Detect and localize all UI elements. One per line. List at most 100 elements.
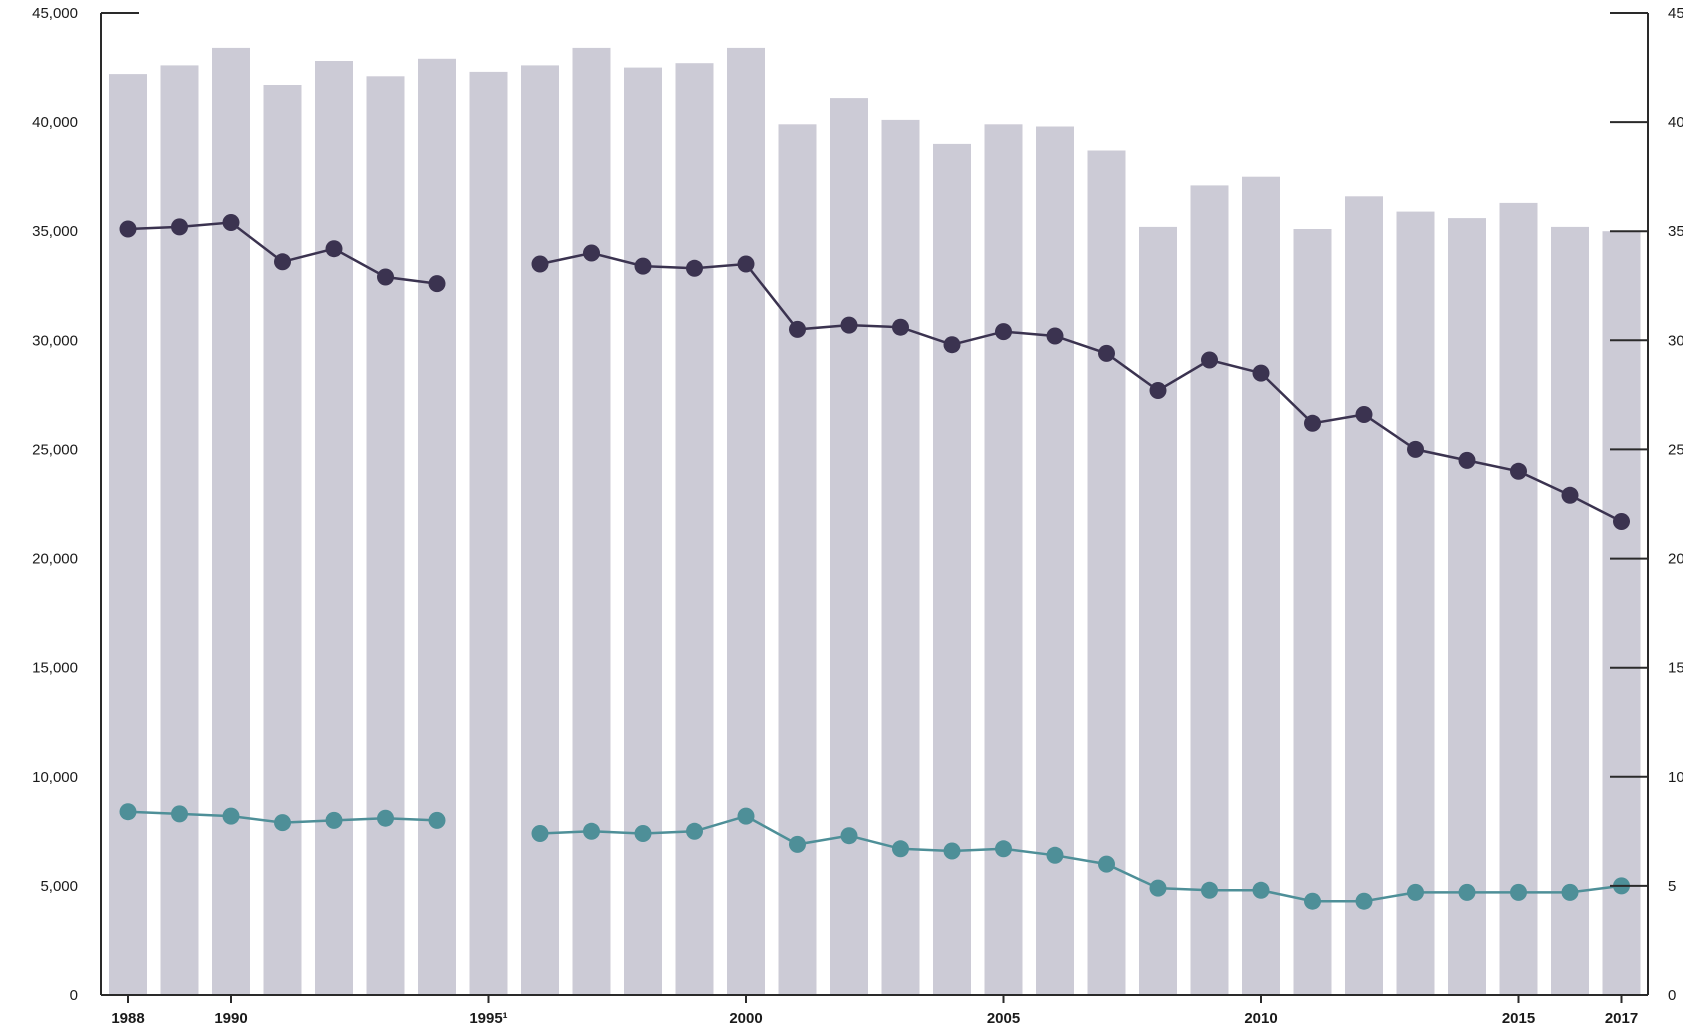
point-1-1989: [171, 218, 188, 236]
bar-2004: [933, 143, 971, 995]
left-tick-label: 5,000: [40, 878, 78, 895]
left-tick-label: 30,000: [32, 332, 78, 349]
x-tick-label: 2017: [1605, 1010, 1638, 1027]
bar-2010: [1242, 176, 1280, 995]
point-1-1990: [222, 214, 240, 231]
point-1-2004: [943, 336, 961, 354]
point-1-1999: [686, 259, 703, 277]
x-tick-label: 2010: [1244, 1010, 1277, 1027]
bar-2009: [1190, 185, 1229, 995]
point-1-2002: [840, 316, 858, 334]
point-1-2000: [737, 255, 755, 273]
left-tick-label: 20,000: [32, 551, 78, 568]
line-series-1: [119, 214, 1630, 530]
point-2-1990: [222, 807, 240, 825]
x-tick-label: 2015: [1502, 1010, 1535, 1027]
bar-2016: [1551, 226, 1589, 995]
point-1-2006: [1046, 327, 1064, 345]
point-1-1994: [428, 275, 446, 293]
bar-1990: [212, 47, 250, 995]
bars-layer: [109, 47, 1641, 996]
left-tick-label: 0: [70, 987, 78, 1004]
point-2-1999: [686, 822, 703, 840]
bar-1988: [109, 74, 147, 996]
point-2-2013: [1407, 883, 1424, 901]
right-tick-label: 40: [1668, 114, 1683, 131]
line-segment-1-2: [539, 251, 1623, 523]
point-2-1991: [274, 814, 291, 832]
point-2-2001: [789, 835, 806, 853]
bar-2002: [830, 98, 868, 996]
bar-1993: [366, 76, 405, 996]
lines-layer: [119, 214, 1630, 910]
point-2-2015: [1510, 883, 1527, 901]
point-2-2005: [995, 840, 1012, 858]
point-2-2011: [1304, 892, 1321, 910]
point-1-1988: [119, 220, 137, 238]
x-tick-label: 2000: [729, 1010, 762, 1027]
left-tick-label: 45,000: [32, 5, 78, 22]
bar-1989: [160, 65, 199, 995]
right-tick-label: 5: [1668, 878, 1676, 895]
x-tick-label: 1990: [214, 1010, 247, 1027]
point-2-1988: [119, 803, 137, 821]
bar-2000: [727, 47, 765, 995]
bar-2003: [881, 119, 920, 995]
bar-2017: [1602, 231, 1641, 995]
line-segment-2-2: [539, 814, 1622, 903]
point-1-2015: [1510, 462, 1527, 480]
point-2-2014: [1458, 883, 1476, 901]
bar-2001: [778, 124, 817, 996]
bar-1995: [469, 71, 508, 995]
point-1-1997: [583, 244, 600, 262]
left-tick-label: 10,000: [32, 769, 78, 786]
point-2-1998: [634, 825, 652, 842]
right-tick-label: 0: [1668, 987, 1676, 1004]
point-2-1989: [171, 805, 188, 823]
point-2-2016: [1561, 883, 1579, 901]
point-1-2009: [1201, 351, 1218, 369]
point-1-1996: [531, 255, 549, 273]
bar-1999: [675, 63, 714, 995]
bar-2008: [1139, 226, 1177, 995]
point-1-2014: [1458, 451, 1476, 469]
point-2-2006: [1046, 846, 1064, 864]
point-1-1992: [325, 240, 343, 258]
point-2-1997: [583, 822, 600, 840]
point-2-2009: [1201, 881, 1218, 899]
left-tick-label: 25,000: [32, 441, 78, 458]
bar-2015: [1499, 202, 1538, 995]
point-2-2004: [943, 842, 961, 860]
right-tick-label: 25: [1668, 441, 1683, 458]
right-tick-label: 10: [1668, 769, 1683, 786]
bar-1994: [418, 58, 456, 996]
point-1-2011: [1304, 414, 1321, 432]
bar-2013: [1396, 211, 1435, 996]
labels-layer: 0 5,000 10,000 15,000 20,000 25,000 30,000 35,0…: [32, 5, 1683, 1027]
point-2-2000: [737, 807, 755, 825]
point-1-2017: [1613, 513, 1630, 530]
right-tick-label: 30: [1668, 332, 1683, 349]
point-2-1996: [531, 825, 549, 842]
left-tick-label: 15,000: [32, 660, 78, 677]
point-2-2010: [1252, 881, 1270, 899]
point-1-2001: [789, 320, 806, 338]
bar-2005: [984, 124, 1023, 996]
x-tick-label: 1995¹: [469, 1010, 507, 1027]
x-tick-label: 2005: [987, 1010, 1020, 1027]
point-1-2008: [1149, 382, 1167, 399]
point-1-2007: [1098, 344, 1115, 362]
point-1-2003: [892, 318, 909, 336]
bar-1996: [521, 65, 559, 995]
point-1-2010: [1252, 364, 1270, 382]
point-1-1993: [377, 268, 394, 286]
bar-1998: [624, 67, 662, 996]
x-tick-label: 1988: [111, 1010, 144, 1027]
point-2-2012: [1355, 892, 1373, 910]
right-tick-label: 15: [1668, 660, 1683, 677]
point-2-1994: [428, 811, 446, 829]
bar-2007: [1087, 150, 1126, 995]
bar-1991: [263, 85, 302, 995]
